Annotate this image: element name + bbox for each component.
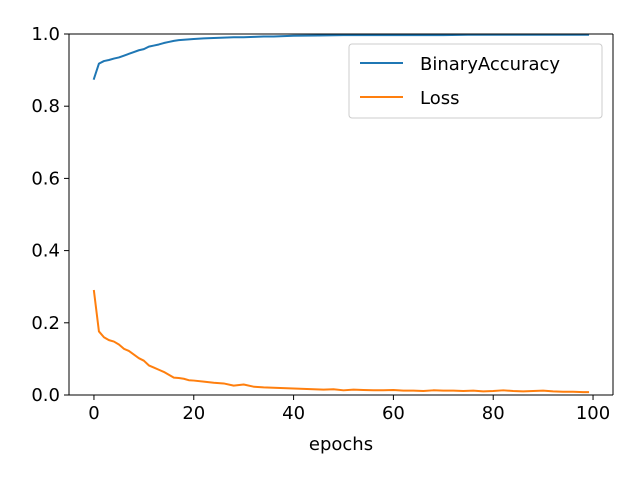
y-tick-label: 0.4 [31,241,60,262]
x-tick-label: 40 [282,403,305,424]
series-layer [92,33,590,394]
legend-label-loss: Loss [420,88,459,109]
y-tick-label: 1.0 [31,24,60,45]
x-tick-label: 100 [576,403,610,424]
x-axis-label: epochs [309,434,373,455]
y-tick-label: 0.8 [31,96,60,117]
legend-label-binaryaccuracy: BinaryAccuracy [420,54,560,75]
axes-layer [68,33,614,396]
series-line-loss [92,289,590,394]
series-line-binaryaccuracy [92,33,590,81]
x-tick-label: 20 [182,403,205,424]
x-tick-label: 0 [88,403,99,424]
legend: BinaryAccuracy Loss [348,43,603,119]
ticks-layer: 0 20 40 60 80 100 0.0 0.2 0.4 0.6 0.8 1.0 [31,24,610,424]
x-tick-label: 60 [382,403,405,424]
y-tick-label: 0.2 [31,313,60,334]
x-tick-label: 80 [482,403,505,424]
legend-box [348,43,603,119]
y-tick-label: 0.6 [31,168,60,189]
y-tick-label: 0.0 [31,385,60,406]
